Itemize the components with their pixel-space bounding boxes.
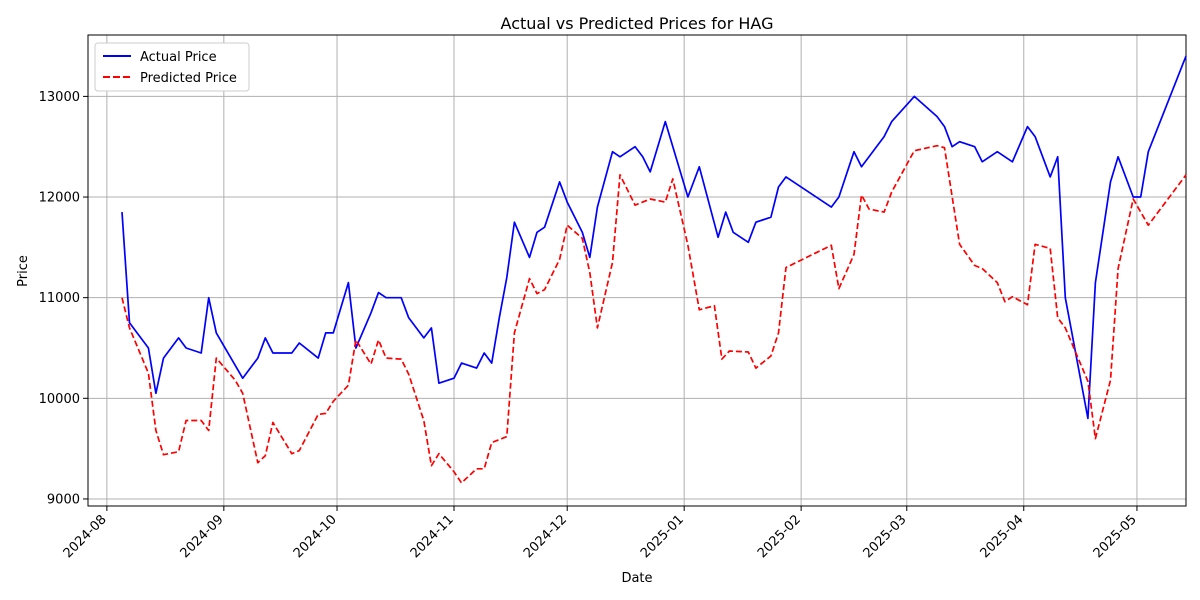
x-axis-ticks: 2024-08 2024-09 2024-10 2024-11 2024-12 2025-… (61, 506, 1140, 561)
y-tick-label: 9000 (47, 492, 80, 507)
legend-actual-label: Actual Price (140, 50, 217, 65)
legend-predicted-label: Predicted Price (140, 71, 237, 86)
x-tick-label: 2025-03 (861, 512, 910, 561)
legend-box (94, 42, 250, 92)
x-tick-label: 2024-11 (408, 512, 457, 561)
x-tick-label: 2024-08 (61, 512, 110, 561)
y-tick-label: 12000 (39, 191, 80, 206)
y-tick-label: 11000 (39, 291, 80, 306)
legend: Actual Price Predicted Price (94, 42, 250, 92)
actual-price-line (121, 55, 1187, 420)
x-tick-label: 2024-10 (291, 512, 340, 561)
series-layer (121, 55, 1187, 484)
x-tick-label: 2025-04 (978, 512, 1027, 561)
x-tick-label: 2025-01 (638, 512, 687, 561)
x-tick-label: 2024-09 (178, 512, 227, 561)
plot-area-frame (87, 34, 1187, 507)
x-tick-label: 2025-02 (755, 512, 804, 561)
y-axis-label: Price (16, 255, 31, 287)
x-axis-label: Date (621, 571, 652, 586)
y-tick-label: 13000 (39, 90, 80, 105)
x-tick-label: 2024-12 (521, 512, 570, 561)
y-axis-ticks: 9000 10000 11000 12000 13000 (39, 90, 88, 507)
chart-title: Actual vs Predicted Prices for HAG (501, 14, 774, 33)
predicted-price-line (121, 144, 1187, 484)
y-tick-label: 10000 (39, 392, 80, 407)
x-tick-label: 2025-05 (1091, 512, 1140, 561)
